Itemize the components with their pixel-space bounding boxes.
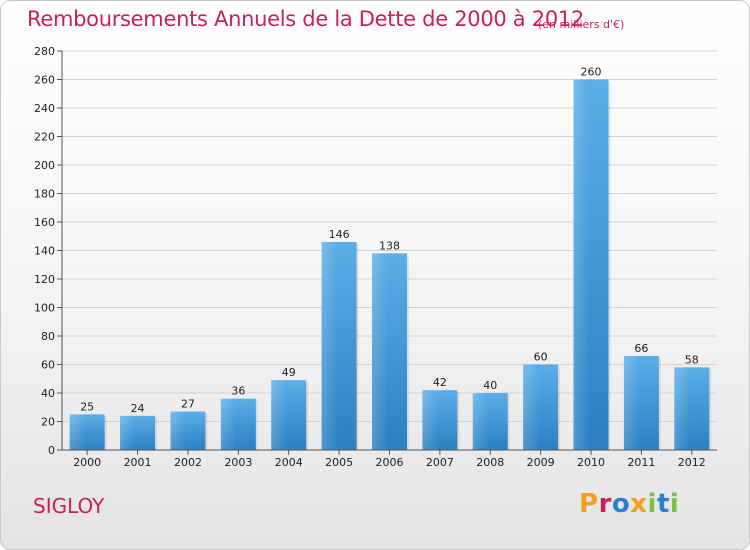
y-tick-label: 20 [41,416,55,429]
y-tick-label: 0 [48,444,55,457]
x-tick-label: 2011 [627,456,655,469]
bar-value-label: 138 [379,239,400,252]
y-tick-label: 60 [41,359,55,372]
y-tick-label: 200 [34,159,55,172]
x-tick-label: 2003 [224,456,252,469]
x-tick-label: 2002 [174,456,202,469]
y-tick-label: 240 [34,102,55,115]
bar-value-label: 146 [329,228,350,241]
bar-value-label: 49 [282,366,296,379]
bar-value-label: 25 [80,400,94,413]
bar-value-label: 42 [433,376,447,389]
bar-highlight [120,415,136,450]
bar-highlight [674,367,691,450]
logo-letter: t [656,489,670,519]
bar-highlight [523,364,539,450]
bar-highlight [321,241,338,450]
y-tick-label: 160 [34,216,55,229]
x-tick-label: 2010 [577,456,605,469]
logo-letter: r [598,489,612,519]
bar-highlight [623,355,640,450]
bar-highlight [271,380,287,450]
y-tick-label: 100 [34,302,55,315]
bar-value-label: 36 [231,385,245,398]
x-tick-label: 2001 [124,456,152,469]
logo-letter: x [630,489,648,519]
chart-title: Remboursements Annuels de la Dette de 20… [27,7,584,31]
y-tick-label: 80 [41,330,55,343]
commune-name: SIGLOY [33,494,105,518]
bar-value-label: 40 [483,379,497,392]
bar-highlight [372,253,388,450]
logo-letter: i [669,489,680,519]
bar-highlight [472,393,489,450]
bar-value-label: 27 [181,398,195,411]
logo-letter: P [579,489,599,519]
x-tick-label: 2007 [426,456,454,469]
y-tick-label: 180 [34,188,55,201]
y-tick-label: 120 [34,273,55,286]
y-tick-label: 280 [34,45,55,58]
bar-highlight [69,414,86,450]
x-tick-label: 2009 [527,456,555,469]
x-tick-label: 2000 [73,456,101,469]
chart-unit: (en milliers d'€) [538,18,625,31]
bar-highlight [573,79,590,450]
bar-value-label: 260 [581,66,602,79]
y-tick-label: 220 [34,131,55,144]
bar-value-label: 58 [685,353,699,366]
x-tick-label: 2005 [325,456,353,469]
logo-letter: i [647,489,657,519]
y-tick-label: 40 [41,387,55,400]
x-tick-label: 2004 [275,456,303,469]
y-tick-label: 260 [34,74,55,87]
bar-highlight [422,390,439,450]
logo-letter: o [611,489,631,519]
bar-highlight [170,411,187,450]
x-tick-label: 2012 [678,456,706,469]
proxiti-logo: Proxiti [579,491,679,517]
bar-value-label: 60 [534,351,548,364]
bar-highlight [220,398,237,450]
y-tick-label: 140 [34,245,55,258]
x-tick-label: 2006 [376,456,404,469]
x-tick-label: 2008 [476,456,504,469]
bar-value-label: 24 [131,402,145,415]
bar-value-label: 66 [634,342,648,355]
